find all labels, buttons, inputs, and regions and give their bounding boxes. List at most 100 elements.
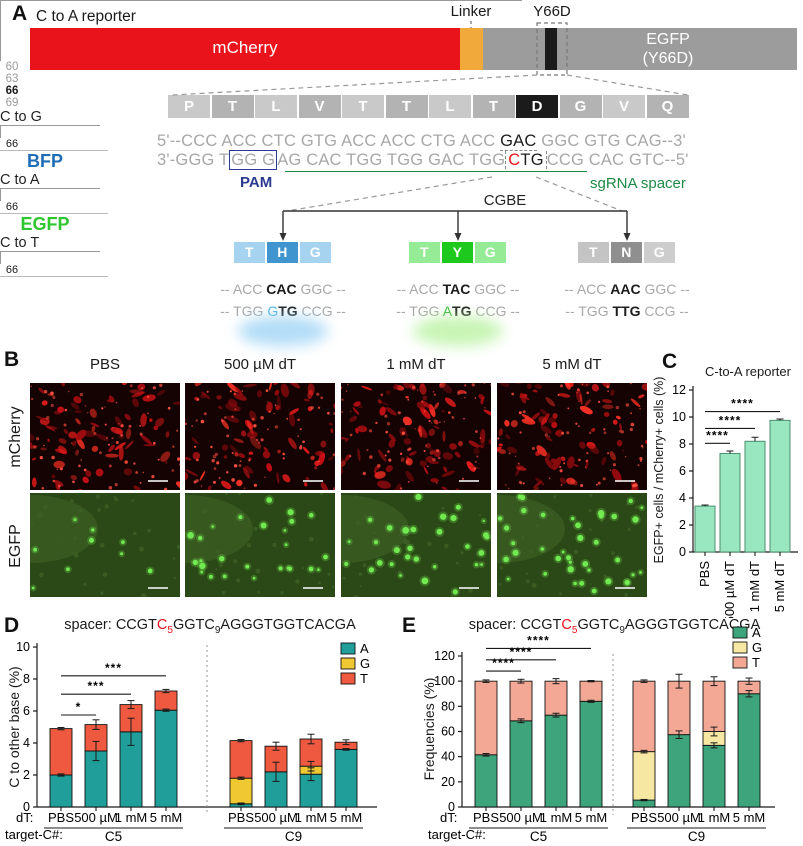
- mini-ruler-line: [0, 125, 100, 126]
- micrograph-mcherry-2: [341, 383, 491, 490]
- xlabel-dt-0: PBS: [473, 810, 499, 825]
- seq-part: CAC: [266, 281, 297, 297]
- outcome-box-T: T: [233, 242, 265, 263]
- legend-T: T: [752, 655, 760, 670]
- mini-ruler-66: 66: [5, 201, 19, 213]
- outcome-codon-bottom-2: -- TGG TTG CCG --: [565, 303, 688, 319]
- branch-label-0: C to G: [0, 109, 42, 125]
- seq-part: TAC: [442, 281, 471, 297]
- panel-c-letter: C: [662, 350, 678, 373]
- sig-****: ****: [731, 397, 754, 411]
- aa-ruler-tick: [0, 16, 1, 21]
- spacer-title-part: GGTC: [577, 617, 620, 633]
- codon-separator: [0, 276, 108, 277]
- panel-d-letter: D: [4, 614, 20, 637]
- outcome-codon-top-2: -- ACC AAC GGC --: [564, 281, 689, 297]
- mini-ruler-tick: [0, 197, 803, 201]
- col-header-1mm: 1 mM dT: [386, 356, 446, 373]
- seq-part: TG: [278, 303, 298, 319]
- aa-residue-T-7: T: [472, 95, 515, 118]
- mini-ruler-tick: [0, 256, 803, 260]
- aa-residue-G-9: G: [559, 95, 602, 118]
- ytick-0: 0: [23, 800, 30, 814]
- linker-callout: Linker: [450, 3, 492, 20]
- mini-ruler-tick: [0, 126, 803, 130]
- seq-part: T: [612, 303, 622, 319]
- outcome-box-Y: Y: [441, 242, 473, 263]
- seq-part: CCG --: [640, 303, 689, 319]
- mini-ruler-tick: [0, 130, 803, 134]
- seq-part: 5'--CCC ACC CTC GTG ACC ACC CTG ACC: [157, 132, 501, 150]
- xlabel-dt-6: 1 mM: [698, 810, 731, 825]
- seq-part: G: [267, 303, 279, 319]
- seq-part: -- TGG: [396, 303, 443, 319]
- xlabel-dt-7: 5 mM: [733, 810, 766, 825]
- sig-***: ***: [87, 679, 104, 693]
- aa-ruler-tick: [0, 36, 1, 41]
- panel-e-letter: E: [402, 614, 417, 637]
- group-label-C5: C5: [530, 829, 547, 844]
- dt-row-label: dT:: [16, 810, 33, 825]
- ytick-8: 8: [23, 672, 30, 686]
- seq-part: TG: [520, 151, 544, 169]
- panel-b-letter: B: [4, 348, 20, 371]
- aa-residue-P-0: P: [168, 95, 210, 118]
- sgrna-underline: [285, 171, 587, 172]
- spacer-title-part: 5: [571, 624, 578, 636]
- spacer-title-part: C: [156, 617, 168, 633]
- egfp-segment: [483, 28, 797, 70]
- sig-****: ****: [706, 428, 729, 442]
- xlabel-0: PBS: [697, 561, 712, 587]
- outcome-box-T: T: [408, 242, 440, 263]
- seq-part: GGC --: [296, 281, 346, 297]
- row-label-egfp: EGFP: [7, 524, 24, 568]
- y66d-stripe: [545, 28, 557, 70]
- seq-part: 3'-GGG T: [157, 151, 230, 169]
- target-row-label: target-C#:: [428, 827, 486, 842]
- cgbe-label: CGBE: [483, 192, 527, 209]
- ytick-12: 12: [672, 383, 686, 397]
- aa-residue-L-6: L: [429, 95, 471, 118]
- legend-T: T: [360, 671, 368, 686]
- col-header-pbs: PBS: [89, 356, 120, 373]
- spacer-title-part: AGGGTGGTCACGA: [220, 617, 356, 633]
- group-label-C5: C5: [105, 829, 122, 844]
- seq-part: -- TGG: [565, 303, 613, 319]
- ytick-60: 60: [441, 725, 455, 739]
- aa-ruler-number-66: 66: [5, 85, 19, 97]
- panel-a-connectors: [171, 21, 689, 241]
- xlabel-dt-1: 500 µM: [74, 810, 118, 825]
- mini-ruler-tick: [0, 252, 803, 256]
- seq-part-ctg: CTG: [505, 151, 547, 169]
- spacer-title-part: 5: [167, 624, 173, 636]
- top-dna-strand: 5'--CCC ACC CTC GTG ACC ACC CTG ACC GAC …: [157, 132, 686, 151]
- seq-part: GG G: [229, 150, 278, 170]
- ytick-0: 0: [448, 800, 455, 814]
- micrograph-egfp-1: [185, 493, 335, 597]
- ytick-120: 120: [434, 649, 455, 663]
- aa-residue-D-8: D: [516, 95, 558, 118]
- mini-ruler-tick: [0, 189, 803, 193]
- mini-ruler-tick: [0, 134, 803, 138]
- aa-ruler-tick: [0, 56, 1, 61]
- mini-ruler-66: 66: [5, 138, 19, 150]
- seq-part: CCG CAC GTC--5': [546, 151, 689, 169]
- sig-****: ****: [719, 413, 742, 427]
- legend-A: A: [752, 625, 761, 640]
- xlabel-2: 1 mM dT: [747, 561, 762, 612]
- outcome-codon-bottom-0: -- TGG GTG CCG --: [220, 303, 346, 319]
- seq-part: GGC GTG CAG--3': [536, 132, 686, 150]
- sig-***: ***: [105, 661, 122, 675]
- outcome-codon-top-1: -- ACC TAC GGC --: [397, 281, 520, 297]
- ytick-10: 10: [16, 640, 30, 654]
- y66d-callout: Y66D: [533, 3, 571, 20]
- aa-residue-T-1: T: [211, 95, 254, 118]
- xlabel-dt-1: 500 µM: [499, 810, 543, 825]
- xlabel-dt-6: 1 mM: [295, 810, 328, 825]
- xlabel-dt-4: PBS: [228, 810, 254, 825]
- col-header-5mm: 5 mM dT: [542, 356, 602, 373]
- seq-part: TG: [621, 303, 641, 319]
- spacer-title-part: AGGGTGGTCACGA: [624, 617, 761, 633]
- spacer-title-part: 9: [619, 624, 625, 636]
